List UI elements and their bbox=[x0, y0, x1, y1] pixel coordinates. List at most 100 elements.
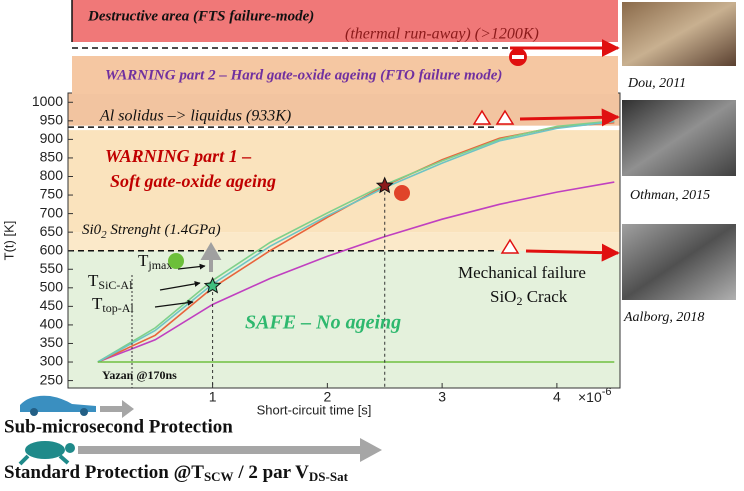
text-part: SiO bbox=[490, 287, 516, 306]
subscript: jmax bbox=[147, 258, 172, 272]
text-part: T bbox=[88, 271, 99, 290]
y-tick-label: 650 bbox=[40, 223, 64, 239]
text-part: Crack bbox=[522, 287, 567, 306]
car-wheel bbox=[30, 408, 38, 416]
subscript: top-Al bbox=[102, 301, 134, 315]
text-part: T bbox=[92, 294, 103, 313]
pointer-arrow bbox=[154, 299, 194, 308]
plot-area: 250 300 350 400 450 500 550 600 650 700 750 800 850 9… bbox=[1, 92, 621, 417]
thumbs-up-icon bbox=[168, 253, 184, 269]
text-part: Si0 bbox=[82, 222, 102, 238]
car-body bbox=[20, 395, 96, 412]
image-caption: Dou, 2011 bbox=[627, 76, 686, 91]
reference-arrow bbox=[519, 108, 620, 127]
x-exponent: ×10-6 bbox=[578, 386, 612, 405]
y-tick-label: 1000 bbox=[32, 93, 63, 109]
zone-label: (thermal run-away) (>1200K) bbox=[345, 26, 539, 43]
zone bbox=[68, 250, 620, 388]
warning-triangle bbox=[500, 238, 520, 254]
pointer-arrow bbox=[177, 263, 206, 270]
turtle-head bbox=[65, 443, 75, 453]
y-tick-label: 550 bbox=[40, 260, 64, 276]
y-tick-label: 850 bbox=[40, 149, 64, 165]
duration-arrow bbox=[78, 438, 382, 462]
x-tick-label: 1 bbox=[209, 389, 217, 405]
turtle-shell bbox=[25, 441, 65, 459]
rise-arrow bbox=[200, 242, 222, 272]
text-part: T bbox=[138, 251, 149, 270]
subscript: DS-Sat bbox=[309, 469, 349, 484]
zone-label: WARNING part 2 – Hard gate-oxide ageing … bbox=[105, 67, 502, 83]
y-tick-label: 900 bbox=[40, 130, 64, 146]
destructive-zone bbox=[72, 0, 618, 42]
zone-label: Soft gate-oxide ageing bbox=[110, 171, 276, 191]
zone-label: Destructive area (FTS failure-mode) bbox=[87, 8, 314, 24]
subscript: SiC-Al bbox=[98, 278, 133, 292]
reference-arrow bbox=[525, 243, 620, 262]
reference-image bbox=[622, 224, 736, 300]
pointer-arrow bbox=[159, 280, 201, 291]
annotation: Yazan @170ns bbox=[102, 368, 177, 382]
x-axis-label: Short-circuit time [s] bbox=[257, 402, 372, 417]
exponent-base: ×10 bbox=[578, 389, 602, 405]
warning-triangle bbox=[495, 109, 515, 125]
y-tick-label: 300 bbox=[40, 353, 64, 369]
y-tick-label: 400 bbox=[40, 316, 64, 332]
y-tick-label: 700 bbox=[40, 204, 64, 220]
annotations: Al solidus –> liquidus (933K) WARNING pa… bbox=[82, 108, 620, 382]
warning-triangle bbox=[472, 109, 492, 125]
text-part: / 2 par V bbox=[234, 462, 310, 483]
exponent-power: -6 bbox=[602, 386, 612, 398]
temperature-label: Ttop-Al bbox=[92, 294, 134, 315]
x-tick-label: 3 bbox=[438, 389, 446, 405]
stop-icon-bar bbox=[512, 55, 524, 59]
protection-label: Standard Protection @TSCW / 2 par VDS-Sa… bbox=[4, 462, 349, 484]
series-line bbox=[97, 181, 615, 363]
series-line bbox=[97, 120, 615, 363]
annotation: SiO2 Crack bbox=[490, 287, 568, 308]
image-caption: Aalborg, 2018 bbox=[623, 310, 704, 325]
reference-image bbox=[622, 100, 736, 176]
marker-star bbox=[203, 276, 222, 294]
y-tick-label: 600 bbox=[40, 241, 64, 257]
car-icon bbox=[20, 395, 96, 416]
turtle-icon bbox=[18, 441, 75, 466]
reference-image bbox=[622, 2, 736, 66]
turtle-legs bbox=[18, 454, 70, 466]
x-tick-label: 2 bbox=[323, 389, 331, 405]
series-line bbox=[97, 120, 615, 363]
y-tick-label: 350 bbox=[40, 334, 64, 350]
zone bbox=[68, 232, 620, 251]
image-caption: Othman, 2015 bbox=[630, 188, 710, 203]
y-tick-label: 950 bbox=[40, 112, 64, 128]
text-part: Strenght (1.4GPa) bbox=[107, 222, 221, 238]
y-tick-label: 800 bbox=[40, 167, 64, 183]
car-wheel bbox=[80, 408, 88, 416]
thumbs-down-icon bbox=[394, 185, 410, 201]
duration-arrow bbox=[100, 400, 134, 418]
zone-label: SAFE – No ageing bbox=[245, 312, 401, 334]
subscript: 2 bbox=[101, 229, 107, 241]
y-axis-label: T(t) [K] bbox=[1, 221, 16, 261]
y-tick-label: 250 bbox=[40, 371, 64, 387]
marker-star bbox=[375, 176, 394, 194]
subscript: SCW bbox=[204, 469, 234, 484]
protection-label: Sub-microsecond Protection bbox=[4, 416, 233, 437]
temperature-label: TSiC-Al bbox=[88, 271, 133, 292]
zone-label: Al solidus –> liquidus (933K) bbox=[99, 108, 291, 125]
zone-label: Si02 Strenght (1.4GPa) bbox=[82, 222, 221, 240]
y-tick-label: 450 bbox=[40, 297, 64, 313]
text-part: Standard Protection @T bbox=[4, 462, 204, 483]
x-tick-label: 4 bbox=[553, 389, 561, 405]
zone-label: WARNING part 1 – bbox=[105, 146, 251, 166]
warning-icons bbox=[472, 109, 520, 254]
warning2-zone bbox=[72, 56, 618, 94]
subscript: 2 bbox=[516, 294, 522, 308]
y-tick-label: 750 bbox=[40, 186, 64, 202]
temperature-label: Tjmax bbox=[138, 251, 172, 272]
annotation: Mechanical failure bbox=[458, 263, 586, 282]
zone bbox=[68, 130, 620, 233]
y-tick-label: 500 bbox=[40, 279, 64, 295]
